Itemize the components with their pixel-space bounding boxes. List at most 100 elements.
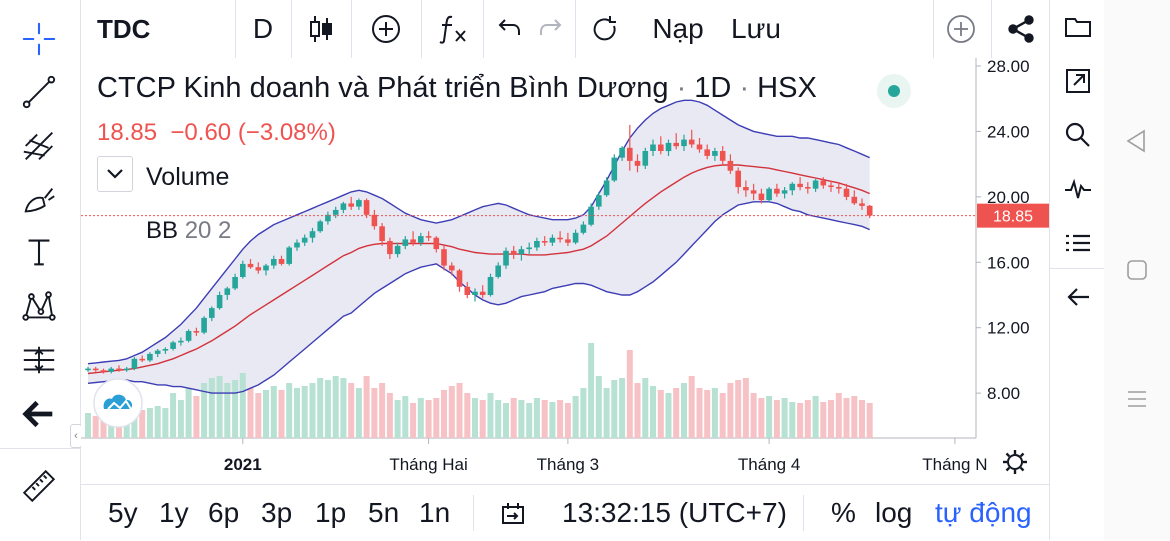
candle	[123, 366, 130, 372]
watchlist-icon[interactable]	[1050, 218, 1105, 268]
pulse-icon[interactable]	[1050, 164, 1105, 214]
calendar-arrow-icon	[502, 503, 524, 524]
legend-collapse-button[interactable]	[97, 156, 133, 192]
volume-bar	[603, 388, 610, 438]
price-tick-label: 28.00	[987, 58, 1030, 76]
candle	[278, 255, 285, 266]
folder-icon[interactable]	[1050, 2, 1105, 52]
auto-scale-button[interactable]: tự động	[935, 485, 1032, 541]
text-tool-icon[interactable]	[14, 230, 64, 274]
candlestick-icon	[310, 16, 332, 42]
range-3m-button[interactable]: 3p	[261, 485, 292, 541]
range-1m-button[interactable]: 1p	[315, 485, 346, 541]
candle	[108, 366, 114, 374]
measure-icon[interactable]	[14, 338, 64, 382]
volume-bar	[564, 403, 571, 438]
candle	[704, 144, 710, 160]
volume-bar	[433, 398, 440, 438]
clock-timezone[interactable]: 13:32:15 (UTC+7)	[562, 485, 787, 541]
percent-scale-button[interactable]: %	[831, 485, 856, 541]
volume-bar	[518, 400, 525, 438]
candle	[557, 231, 563, 243]
volume-bar	[123, 418, 130, 438]
candle	[387, 237, 393, 259]
market-status-icon[interactable]	[877, 74, 911, 108]
log-scale-button[interactable]: log	[875, 485, 912, 541]
price-axis[interactable]: 28.00 24.00 20.00 16.00 12.00 8.00	[976, 58, 1030, 403]
volume-bar	[681, 383, 687, 438]
chart-type-button[interactable]	[293, 0, 349, 58]
candle	[216, 291, 223, 310]
volume-bar	[797, 403, 804, 438]
volume-bar	[185, 388, 192, 438]
undo-button[interactable]	[489, 0, 529, 58]
volume-bar	[851, 396, 858, 438]
brush-icon[interactable]	[14, 178, 64, 222]
trend-line-icon[interactable]	[14, 70, 64, 114]
volume-bar	[448, 386, 455, 438]
pattern-icon[interactable]	[14, 284, 64, 328]
last-price-label: 18.85	[977, 203, 1049, 228]
bb-legend[interactable]: BB 20 2	[146, 217, 231, 245]
back-arrow-icon[interactable]	[14, 392, 64, 436]
bb-label: BB	[146, 217, 179, 244]
bb-params: 20 2	[184, 217, 232, 244]
range-1y-button[interactable]: 1y	[159, 485, 189, 541]
candle	[472, 288, 478, 302]
settings-icon[interactable]	[1003, 450, 1027, 474]
volume-bar	[371, 388, 378, 438]
compare-button[interactable]	[353, 0, 419, 58]
time-tick-label: Tháng 3	[537, 455, 599, 474]
add-symbol-button[interactable]	[941, 0, 981, 58]
nav-home-icon[interactable]	[1126, 259, 1148, 281]
volume-bar	[208, 378, 215, 438]
price-chart[interactable]: 28.00 24.00 20.00 16.00 12.00 8.00 18.85 2021…	[81, 58, 1049, 484]
volume-bar	[309, 383, 316, 438]
search-icon[interactable]	[1050, 110, 1105, 160]
open-external-icon[interactable]	[1050, 56, 1105, 106]
tradingview-logo[interactable]	[93, 378, 143, 428]
redo-button[interactable]	[531, 0, 571, 58]
candle	[642, 147, 649, 169]
range-1d-button[interactable]: 1n	[419, 485, 450, 541]
volume-bar	[479, 400, 486, 438]
bottom-toolbar: 5y 1y 6p 3p 1p 5n 1n 13:32:15 (UTC+7) % …	[81, 484, 1049, 541]
candle	[588, 203, 594, 227]
fib-retracement-icon[interactable]	[14, 124, 64, 168]
go-to-date-button[interactable]	[499, 485, 527, 541]
save-layout-button[interactable]: Lưu	[726, 0, 786, 58]
interval-button[interactable]: D	[237, 0, 289, 58]
candle	[309, 227, 316, 243]
range-5d-button[interactable]: 5n	[368, 485, 399, 541]
candle	[487, 273, 494, 297]
volume-legend[interactable]: Volume	[146, 163, 229, 192]
volume-bar	[766, 396, 773, 438]
candle	[100, 368, 107, 374]
indicators-button[interactable]	[423, 0, 483, 58]
widget-toolbar	[1049, 0, 1105, 540]
nav-back-icon[interactable]	[1124, 128, 1150, 154]
arrow-left-icon[interactable]	[1050, 272, 1105, 322]
time-axis[interactable]: 2021 Tháng Hai Tháng 3 Tháng 4 Tháng N	[224, 438, 988, 474]
interval-label: D	[252, 13, 274, 44]
crosshair-icon[interactable]	[14, 17, 64, 61]
candle	[363, 198, 370, 219]
ruler-icon[interactable]	[14, 464, 64, 508]
symbol-search-button[interactable]: TDC	[97, 0, 177, 58]
volume-bar	[324, 380, 331, 438]
volume-bar	[139, 410, 146, 438]
bollinger-upper-line	[87, 99, 870, 365]
share-button[interactable]	[999, 0, 1043, 58]
candle	[859, 198, 865, 210]
time-tick-label: Tháng 4	[738, 455, 800, 474]
refresh-button[interactable]	[585, 0, 625, 58]
range-5y-button[interactable]: 5y	[108, 485, 138, 541]
candle	[758, 188, 765, 204]
volume-bar	[193, 396, 200, 438]
candle	[116, 365, 122, 372]
symbol-description: CTCP Kinh doanh và Phát triển Bình Dương	[97, 72, 669, 104]
candle	[510, 245, 517, 259]
load-layout-button[interactable]: Nạp	[643, 0, 713, 58]
nav-recents-icon[interactable]	[1126, 388, 1148, 410]
range-6m-button[interactable]: 6p	[208, 485, 239, 541]
